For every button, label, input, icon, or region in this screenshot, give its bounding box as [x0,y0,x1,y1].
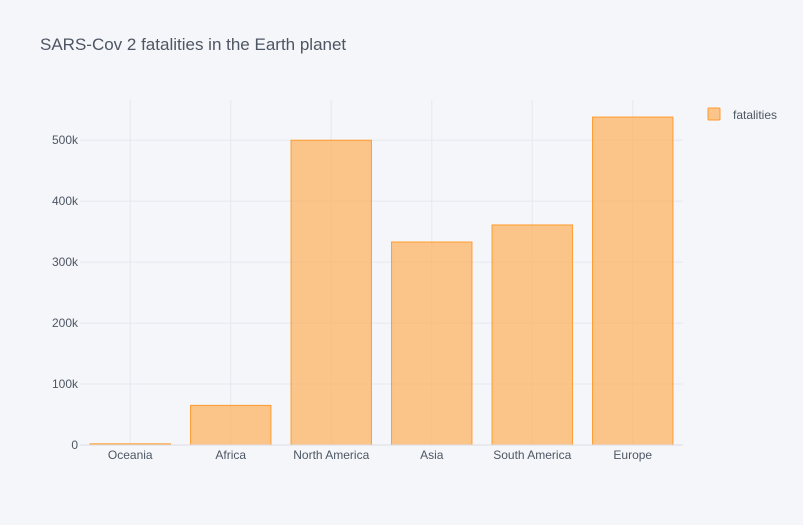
x-tick-label: Africa [215,448,246,462]
y-tick-label: 100k [52,377,79,391]
bar-south-america[interactable] [491,224,573,446]
y-tick-label: 0 [71,438,78,452]
bar-asia[interactable] [391,241,473,446]
y-tick-label: 300k [52,255,79,269]
legend[interactable]: fatalities [707,107,777,122]
x-tick-label: South America [493,448,571,462]
bars[interactable] [89,116,674,446]
bar-africa[interactable] [190,404,272,446]
x-tick-label: North America [293,448,369,462]
bar-europe[interactable] [592,116,674,446]
x-tick-label: Europe [613,448,652,462]
x-tick-label: Oceania [108,448,153,462]
y-tick-label: 400k [52,194,79,208]
y-tick-label: 500k [52,133,79,147]
bar-north-america[interactable] [290,139,372,446]
chart-title: SARS-Cov 2 fatalities in the Earth plane… [40,35,346,54]
legend-swatch [707,107,721,121]
legend-label-fatalities: fatalities [733,108,777,122]
y-axis: 0 100k 200k 300k 400k 500k [52,133,79,452]
y-tick-label: 200k [52,316,79,330]
x-tick-label: Asia [420,448,444,462]
x-axis: Oceania Africa North America Asia South Amer… [80,444,683,462]
